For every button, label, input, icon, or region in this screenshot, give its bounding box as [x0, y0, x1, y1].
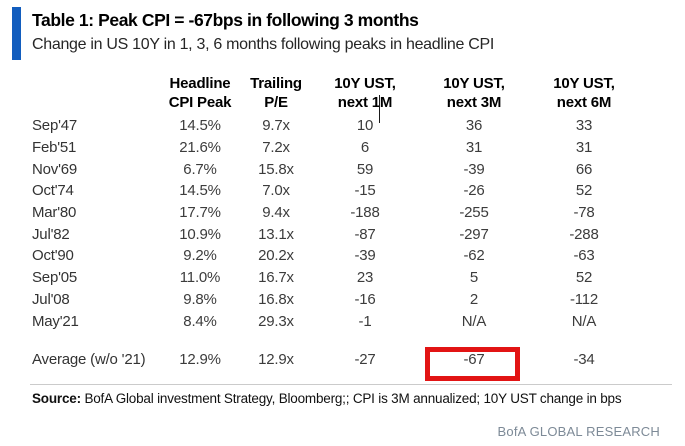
table-row: Jul'82 10.9% 13.1x -87 -297 -288 [30, 223, 638, 245]
row-label-cell: May'21 [32, 312, 79, 330]
text-cursor-artifact [379, 95, 380, 123]
ust-1m-cell: -87 [354, 225, 376, 243]
cpi-peak-cell: 14.5% [179, 117, 221, 135]
ust-6m-cell: N/A [571, 312, 597, 330]
ust-1m-cell: 23 [356, 269, 374, 287]
row-label-cell: Oct'90 [32, 247, 74, 265]
table-row: Oct'74 14.5% 7.0x -15 -26 52 [30, 180, 638, 202]
table-row: May'21 8.4% 29.3x -1 N/A N/A [30, 310, 638, 332]
table-row: Mar'80 17.7% 9.4x -188 -255 -78 [30, 202, 638, 224]
ust-6m-cell: -78 [573, 204, 595, 222]
trailing-pe-cell: 13.1x [258, 225, 294, 243]
trailing-pe-cell: 20.2x [258, 247, 294, 265]
title-accent-bar [12, 7, 21, 60]
row-label-cell: Jul'82 [32, 225, 70, 243]
column-header-ust-3m: 10Y UST, next 3M [443, 75, 505, 111]
brand-footer: BofA GLOBAL RESEARCH [497, 424, 660, 439]
source-text: BofA Global investment Strategy, Bloombe… [84, 391, 622, 406]
ust-6m-cell: -34 [573, 351, 595, 369]
ust-6m-cell: -288 [569, 225, 599, 243]
trailing-pe-cell: 9.7x [262, 117, 290, 135]
trailing-pe-cell: 16.7x [258, 269, 294, 287]
table-bottom-rule [30, 384, 672, 385]
figure-subtitle: Change in US 10Y in 1, 3, 6 months follo… [32, 36, 494, 53]
table-row: Jul'08 9.8% 16.8x -16 2 -112 [30, 289, 638, 311]
cpi-peak-cell: 21.6% [179, 139, 221, 157]
ust-3m-cell: -62 [463, 247, 485, 265]
trailing-pe-cell: 12.9x [258, 351, 294, 369]
ust-6m-cell: 52 [575, 269, 593, 287]
ust-6m-cell: -63 [573, 247, 595, 265]
row-label-cell: Sep'47 [32, 117, 78, 135]
ust-3m-cell: -67 [463, 351, 485, 369]
trailing-pe-cell: 29.3x [258, 312, 294, 330]
figure-title: Table 1: Peak CPI = -67bps in following … [32, 10, 419, 30]
table-row: Nov'69 6.7% 15.8x 59 -39 66 [30, 158, 638, 180]
row-label-cell: Average (w/o '21) [32, 351, 146, 369]
ust-6m-cell: 66 [575, 160, 593, 178]
table-row: Sep'47 14.5% 9.7x 10 36 33 [30, 115, 638, 137]
trailing-pe-cell: 7.0x [262, 182, 290, 200]
column-header-empty [30, 74, 160, 112]
cpi-peak-cell: 14.5% [179, 182, 221, 200]
table-row-average: Average (w/o '21) 12.9% 12.9x -27 -67 -3… [30, 349, 638, 371]
ust-1m-cell: -1 [358, 312, 372, 330]
ust-6m-cell: 52 [575, 182, 593, 200]
row-label-cell: Jul'08 [32, 290, 70, 308]
cpi-peak-cell: 11.0% [179, 269, 221, 287]
cpi-peak-cell: 9.8% [183, 290, 217, 308]
row-label-cell: Sep'05 [32, 269, 78, 287]
row-label-cell: Nov'69 [32, 160, 78, 178]
row-label-cell: Mar'80 [32, 204, 77, 222]
ust-3m-cell: -39 [463, 160, 485, 178]
trailing-pe-cell: 9.4x [262, 204, 290, 222]
ust-1m-cell: -39 [354, 247, 376, 265]
cpi-peak-cell: 10.9% [179, 225, 221, 243]
cpi-peak-cell: 17.7% [179, 204, 221, 222]
cpi-peak-cell: 9.2% [183, 247, 217, 265]
column-header-cpi-peak: Headline CPI Peak [168, 75, 232, 111]
column-header-ust-6m: 10Y UST, next 6M [553, 75, 615, 111]
source-label: Source: [32, 391, 81, 406]
ust-3m-cell: -26 [463, 182, 485, 200]
highlight-box [425, 347, 520, 381]
ust-1m-cell: 59 [356, 160, 374, 178]
ust-6m-cell: -112 [569, 290, 599, 308]
ust-3m-cell: 2 [469, 290, 479, 308]
trailing-pe-cell: 7.2x [262, 139, 290, 157]
table-row: Oct'90 9.2% 20.2x -39 -62 -63 [30, 245, 638, 267]
ust-1m-cell: 10 [356, 117, 374, 135]
cpi-peak-cell: 8.4% [183, 312, 217, 330]
row-label-cell: Oct'74 [32, 182, 74, 200]
ust-3m-cell: N/A [461, 312, 487, 330]
table-header-row: Headline CPI Peak Trailing P/E 10Y UST, … [30, 74, 638, 112]
column-header-ust-1m: 10Y UST, next 1M [334, 75, 396, 111]
row-label-cell: Feb'51 [32, 139, 77, 157]
cpi-peaks-table: Headline CPI Peak Trailing P/E 10Y UST, … [30, 74, 638, 371]
ust-6m-cell: 33 [575, 117, 593, 135]
ust-6m-cell: 31 [575, 139, 593, 157]
column-header-trailing-pe: Trailing P/E [250, 75, 302, 111]
trailing-pe-cell: 16.8x [258, 290, 294, 308]
ust-3m-cell: 5 [469, 269, 479, 287]
ust-3m-cell: 31 [465, 139, 483, 157]
cpi-peak-cell: 12.9% [179, 351, 221, 369]
ust-1m-cell: -188 [350, 204, 380, 222]
source-note: Source: BofA Global investment Strategy,… [32, 388, 632, 409]
trailing-pe-cell: 15.8x [258, 160, 294, 178]
ust-1m-cell: -15 [354, 182, 376, 200]
cpi-peak-cell: 6.7% [183, 160, 217, 178]
ust-3m-cell: -297 [459, 225, 489, 243]
table-row: Feb'51 21.6% 7.2x 6 31 31 [30, 137, 638, 159]
ust-1m-cell: -16 [354, 290, 376, 308]
ust-3m-cell: -255 [459, 204, 489, 222]
ust-3m-cell: 36 [465, 117, 483, 135]
ust-1m-cell: 6 [360, 139, 370, 157]
table-row: Sep'05 11.0% 16.7x 23 5 52 [30, 267, 638, 289]
ust-1m-cell: -27 [354, 351, 376, 369]
